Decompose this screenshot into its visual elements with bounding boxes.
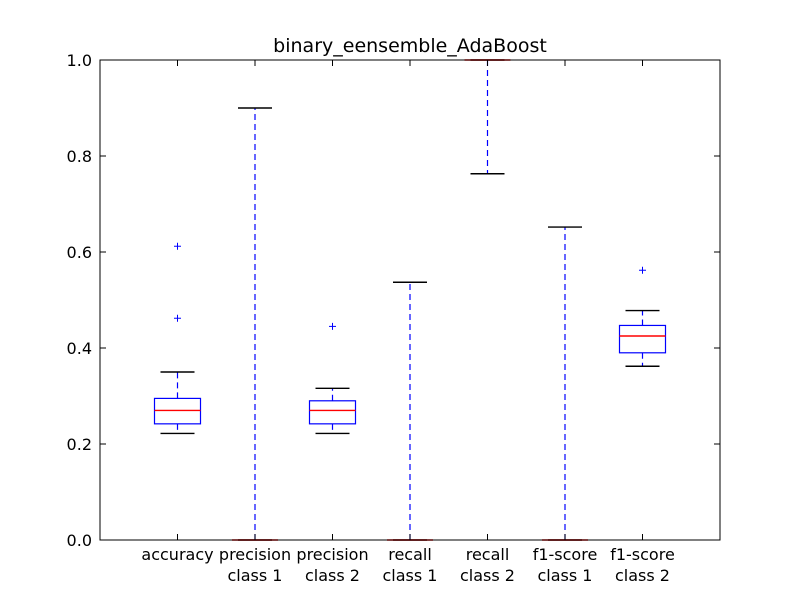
y-tick-label: 0.6 (67, 243, 92, 262)
x-tick-label: recall (388, 545, 432, 564)
x-tick-label: class 1 (538, 566, 593, 585)
x-tick-label: f1-score (610, 545, 675, 564)
x-tick-label: recall (466, 545, 510, 564)
chart-title: binary_eensemble_AdaBoost (273, 35, 547, 57)
x-tick-label: class 2 (305, 566, 360, 585)
box-iqr (618, 324, 667, 354)
x-tick-label: f1-score (533, 545, 598, 564)
x-tick-label: precision (296, 545, 368, 564)
x-tick-label: class 1 (228, 566, 283, 585)
y-tick-label: 0.2 (67, 435, 92, 454)
x-tick-label: class 2 (615, 566, 670, 585)
x-tick-label: accuracy (141, 545, 213, 564)
y-tick-label: 0.8 (67, 147, 92, 166)
x-tick-label: class 2 (460, 566, 515, 585)
y-tick-label: 0.4 (67, 339, 92, 358)
plot-area: 0.0 0.2 0.4 0.6 0.8 1.0 accuracy precision class… (67, 51, 721, 585)
x-tick-label: class 1 (383, 566, 438, 585)
y-tick-label: 0.0 (67, 531, 92, 550)
box-iqr (308, 400, 357, 425)
y-tick-label: 1.0 (67, 51, 92, 70)
x-tick-label: precision (219, 545, 291, 564)
box-iqr (153, 397, 202, 425)
